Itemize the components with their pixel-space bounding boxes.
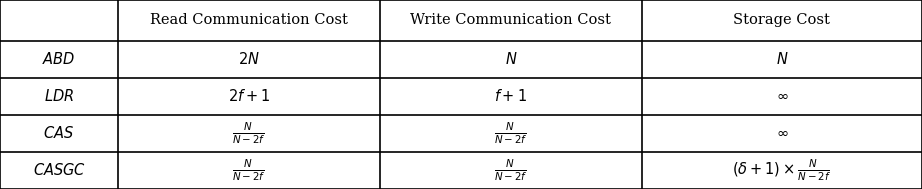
Text: $N$: $N$ — [775, 51, 788, 67]
Text: $\frac{N}{N-2f}$: $\frac{N}{N-2f}$ — [232, 158, 266, 183]
Text: Read Communication Cost: Read Communication Cost — [150, 13, 348, 27]
Text: $\infty$: $\infty$ — [775, 89, 788, 103]
Text: Write Communication Cost: Write Communication Cost — [410, 13, 611, 27]
Text: $\mathit{CASGC}$: $\mathit{CASGC}$ — [32, 163, 86, 178]
Text: $\frac{N}{N-2f}$: $\frac{N}{N-2f}$ — [232, 121, 266, 146]
Text: Storage Cost: Storage Cost — [733, 13, 831, 27]
Text: $2f+1$: $2f+1$ — [228, 88, 270, 104]
Text: $\mathit{ABD}$: $\mathit{ABD}$ — [42, 51, 76, 67]
Text: $\mathit{CAS}$: $\mathit{CAS}$ — [43, 125, 75, 141]
Text: $2N$: $2N$ — [238, 51, 260, 67]
Text: $\frac{N}{N-2f}$: $\frac{N}{N-2f}$ — [494, 121, 527, 146]
Text: $N$: $N$ — [504, 51, 517, 67]
Text: $\infty$: $\infty$ — [775, 126, 788, 140]
Text: $(\delta+1)\times\frac{N}{N-2f}$: $(\delta+1)\times\frac{N}{N-2f}$ — [732, 158, 832, 183]
Text: $f+1$: $f+1$ — [494, 88, 527, 104]
Text: $\mathit{LDR}$: $\mathit{LDR}$ — [44, 88, 74, 104]
Text: $\frac{N}{N-2f}$: $\frac{N}{N-2f}$ — [494, 158, 527, 183]
